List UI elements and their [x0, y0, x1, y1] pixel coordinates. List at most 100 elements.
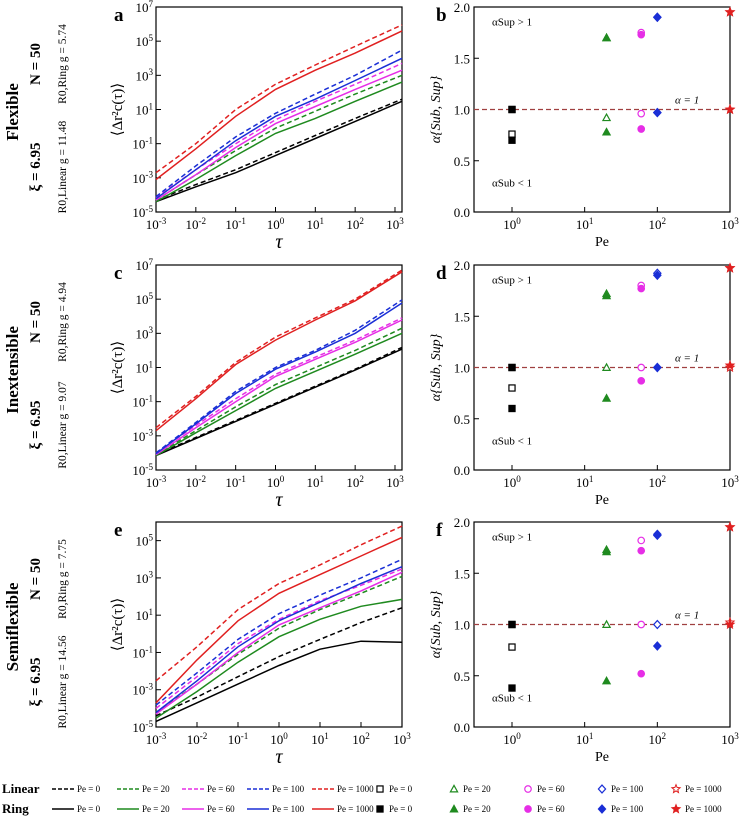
series-line — [155, 317, 403, 454]
row-rg-ring-label: R0,Ring g = 4.94 — [57, 282, 69, 362]
y-tick-label: 0.0 — [454, 463, 470, 478]
x-axis-label: Pe — [595, 750, 609, 765]
legend-marker-swatch — [524, 785, 532, 793]
y-tick-label: 10-5 — [132, 719, 153, 735]
annotation-sup: αSup > 1 — [492, 274, 532, 286]
x-tick-label: 103 — [721, 216, 739, 232]
legend-marker-swatch — [449, 784, 459, 793]
data-point — [637, 363, 646, 372]
legend-line-label: Pe = 20 — [142, 784, 170, 794]
alpha-chart-b: b 100 101 102 103 0.0 0.5 1.0 1.5 2.0 Pe α{Sub, Sup… — [429, 0, 739, 250]
panel-letter: e — [114, 520, 122, 541]
data-point — [652, 619, 662, 630]
legend-marker-label: Pe = 0 — [389, 804, 413, 814]
annotation-sub: αSub < 1 — [492, 177, 532, 189]
series-line — [155, 346, 403, 456]
legend-marker-label: Pe = 20 — [463, 784, 491, 794]
data-point — [637, 30, 646, 39]
data-point — [724, 262, 736, 273]
panel-letter: a — [114, 5, 124, 26]
data-point — [508, 363, 516, 372]
alpha-chart-d: d 100 101 102 103 0.0 0.5 1.0 1.5 2.0 Pe α{Sub, Sup… — [429, 258, 739, 508]
legend-line-label: Pe = 60 — [207, 804, 235, 814]
panel-letter: f — [436, 520, 443, 541]
legend-marker-swatch — [449, 804, 459, 813]
y-tick-label: 103 — [135, 325, 153, 341]
data-point — [601, 362, 612, 371]
data-point — [652, 107, 662, 118]
y-tick-label: 1.5 — [454, 309, 470, 324]
series-line — [155, 74, 403, 201]
y-tick-label: 10-3 — [132, 682, 153, 698]
x-tick-label: 10-1 — [225, 474, 246, 490]
y-axis-label: α{Sub, Sup} — [429, 75, 444, 143]
y-tick-label: 10-5 — [132, 462, 153, 478]
row-rg-linear-label: R0,Linear g = 14.56 — [57, 635, 69, 728]
row-n-label: N = 50 — [28, 558, 44, 600]
y-tick-label: 101 — [135, 101, 153, 117]
row-semiflexible: Semiflexible N = 50 ξ = 6.95 R0,Ring g = 7.… — [3, 515, 739, 768]
x-tick-label: 101 — [311, 731, 329, 747]
x-tick-label: 10-1 — [228, 731, 249, 747]
data-point — [601, 546, 612, 556]
y-axis-label: α{Sub, Sup} — [429, 590, 444, 658]
row-n-label: N = 50 — [28, 43, 44, 85]
data-point — [637, 536, 646, 545]
y-axis-label: α{Sub, Sup} — [429, 333, 444, 401]
series-line — [155, 640, 403, 723]
data-point — [508, 684, 516, 692]
data-point — [724, 6, 736, 17]
data-point — [508, 643, 516, 651]
data-point — [601, 32, 612, 42]
series-line — [155, 302, 403, 455]
series-line — [155, 332, 403, 457]
x-tick-label: 100 — [503, 216, 521, 232]
x-tick-label: 102 — [346, 216, 364, 232]
data-point — [601, 112, 612, 122]
data-point — [508, 105, 516, 114]
row-xi-label: ξ = 6.95 — [28, 143, 44, 192]
x-tick-label: 10-3 — [146, 731, 167, 747]
legend-line-label: Pe = 1000 — [337, 784, 374, 794]
y-tick-label: 10-3 — [132, 170, 153, 186]
y-tick-label: 103 — [135, 67, 153, 83]
legend-marker-label: Pe = 1000 — [685, 784, 722, 794]
series-line — [155, 271, 403, 432]
series-line — [155, 536, 403, 704]
series-line — [155, 57, 403, 200]
y-tick-label: 103 — [135, 570, 153, 586]
y-tick-label: 0.5 — [454, 154, 470, 169]
y-tick-label: 0.5 — [454, 412, 470, 427]
y-tick-label: 0.0 — [454, 720, 470, 735]
data-point — [601, 619, 612, 628]
data-point — [652, 362, 662, 373]
data-point — [637, 669, 646, 678]
legend-marker-swatch — [597, 804, 607, 814]
data-point — [652, 270, 662, 281]
data-point — [652, 12, 662, 23]
y-tick-label: 101 — [135, 607, 153, 623]
data-point — [652, 641, 662, 651]
x-tick-label: 101 — [576, 474, 594, 490]
panel-letter: b — [436, 5, 447, 26]
legend-marker-swatch — [376, 785, 384, 793]
row-name-label: Semiflexible — [3, 582, 22, 671]
x-axis-label: τ — [275, 231, 283, 253]
series-line — [155, 558, 403, 706]
legend-marker-label: Pe = 20 — [463, 804, 491, 814]
legend-marker-label: Pe = 60 — [537, 804, 565, 814]
x-axis-label: Pe — [595, 235, 609, 250]
msd-chart-c: c10-3 10-2 10-1 100 101 102 10310-510-310-1101… — [110, 257, 404, 511]
data-point — [724, 103, 736, 115]
alpha-chart-f: f 100 101 102 103 0.0 0.5 1.0 1.5 2.0 Pe α{Sub, Sup… — [429, 515, 739, 765]
x-tick-label: 103 — [386, 216, 404, 232]
x-tick-label: 103 — [393, 731, 411, 747]
series-line — [155, 98, 403, 201]
y-tick-label: 101 — [135, 359, 153, 375]
x-tick-label: 102 — [649, 216, 667, 232]
series-line — [155, 568, 403, 709]
data-point — [637, 546, 646, 555]
x-tick-label: 10-3 — [146, 474, 167, 490]
y-tick-label: 105 — [135, 532, 153, 548]
